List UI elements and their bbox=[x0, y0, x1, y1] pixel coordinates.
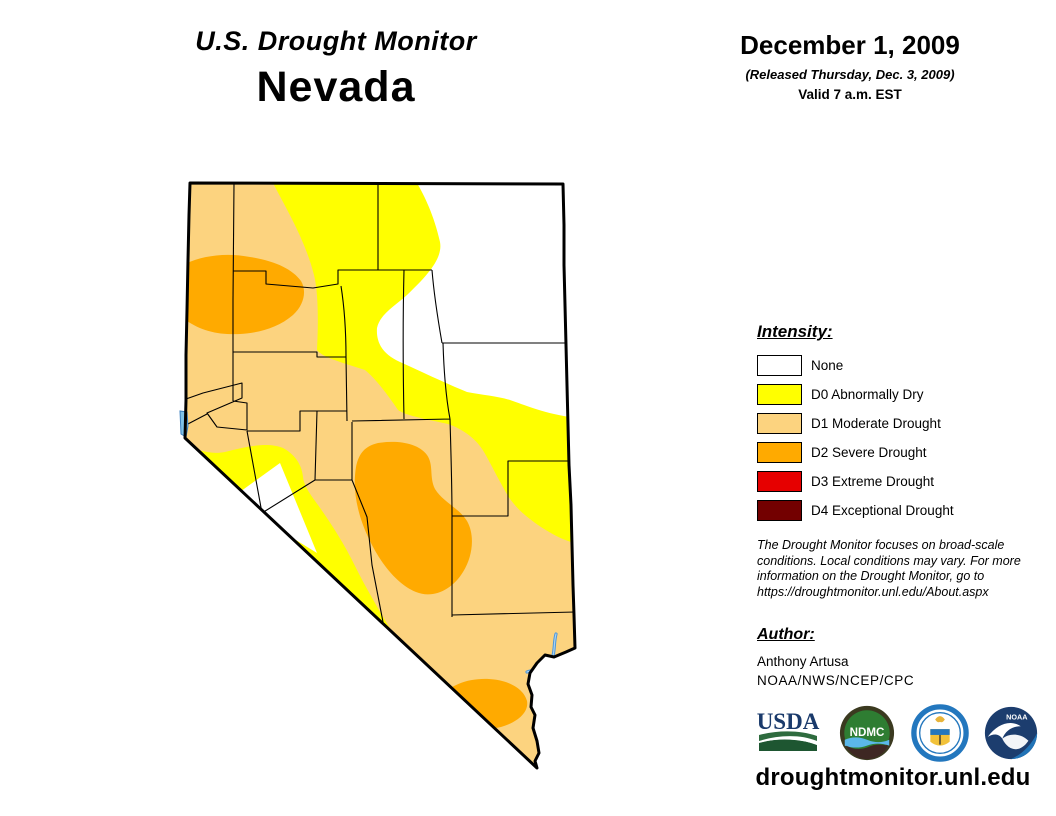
legend-item-d0: D0 Abnormally Dry bbox=[757, 380, 1037, 409]
usda-swoosh-upper bbox=[759, 731, 817, 741]
ndmc-logo-text: NDMC bbox=[850, 726, 885, 739]
county-borders bbox=[185, 183, 575, 623]
footer-url: droughtmonitor.unl.edu bbox=[755, 764, 1031, 791]
legend-item-d3: D3 Extreme Drought bbox=[757, 467, 1037, 496]
noaa-seagull bbox=[987, 722, 1021, 739]
legend-swatch-d2 bbox=[757, 442, 802, 463]
author-heading: Author: bbox=[757, 626, 815, 643]
legend-label: D0 Abnormally Dry bbox=[811, 387, 924, 402]
legend-label: D2 Severe Drought bbox=[811, 445, 927, 460]
legend-swatch-none bbox=[757, 355, 802, 376]
legend-item-d2: D2 Severe Drought bbox=[757, 438, 1037, 467]
author-name: Anthony Artusa bbox=[757, 654, 849, 669]
date-block: December 1, 2009 (Released Thursday, Dec… bbox=[710, 30, 990, 102]
doc-shield-chief bbox=[930, 729, 950, 735]
noaa-circle bbox=[984, 706, 1038, 760]
drought-region-d2-central bbox=[354, 441, 472, 595]
ndmc-water-wave bbox=[844, 737, 890, 748]
ndmc-soil bbox=[846, 744, 888, 760]
intensity-legend: Intensity: None D0 Abnormally Dry D1 Mod… bbox=[757, 322, 1037, 525]
legend-swatch-d3 bbox=[757, 471, 802, 492]
legend-label: D4 Exceptional Drought bbox=[811, 503, 954, 518]
state-name: Nevada bbox=[256, 63, 416, 111]
author-organization: NOAA/NWS/NCEP/CPC bbox=[757, 673, 915, 688]
state-outline bbox=[183, 181, 577, 770]
legend-label: D1 Moderate Drought bbox=[811, 416, 941, 431]
usda-logo-text: USDA bbox=[757, 709, 820, 734]
legend-label: D3 Extreme Drought bbox=[811, 474, 935, 489]
drought-region-none-northeast bbox=[376, 183, 575, 420]
legend-swatch-d4 bbox=[757, 500, 802, 521]
legend-swatch-d1 bbox=[757, 413, 802, 434]
legend-item-none: None bbox=[757, 351, 1037, 380]
noaa-logo-text: NOAA bbox=[1006, 712, 1028, 721]
legend-heading: Intensity: bbox=[757, 322, 833, 341]
doc-seal-logo bbox=[911, 704, 969, 762]
title-block: U.S. Drought Monitor Nevada bbox=[136, 26, 536, 112]
disclaimer-text: The Drought Monitor focuses on broad-sca… bbox=[757, 538, 1021, 599]
legend-label: None bbox=[811, 358, 844, 373]
release-date: (Released Thursday, Dec. 3, 2009) bbox=[745, 67, 955, 82]
noaa-logo: NOAA bbox=[984, 706, 1038, 760]
usda-swoosh-lower bbox=[759, 739, 817, 751]
legend-item-d4: D4 Exceptional Drought bbox=[757, 496, 1037, 525]
noaa-wave bbox=[1002, 734, 1029, 750]
drought-region-d2-northwest bbox=[185, 254, 305, 335]
report-title: U.S. Drought Monitor bbox=[195, 26, 477, 56]
noaa-lower-swoosh bbox=[1011, 733, 1038, 760]
legend-swatch-d0 bbox=[757, 384, 802, 405]
usda-logo: USDA bbox=[757, 709, 820, 751]
legend-item-d1: D1 Moderate Drought bbox=[757, 409, 1037, 438]
doc-eagle bbox=[935, 716, 945, 723]
map-date: December 1, 2009 bbox=[740, 30, 960, 60]
author-block: Author: Anthony Artusa NOAA/NWS/NCEP/CPC bbox=[757, 626, 1037, 688]
ndmc-logo: NDMC bbox=[839, 705, 895, 761]
valid-time: Valid 7 a.m. EST bbox=[798, 87, 902, 102]
usda-swoosh-divider bbox=[758, 738, 818, 745]
